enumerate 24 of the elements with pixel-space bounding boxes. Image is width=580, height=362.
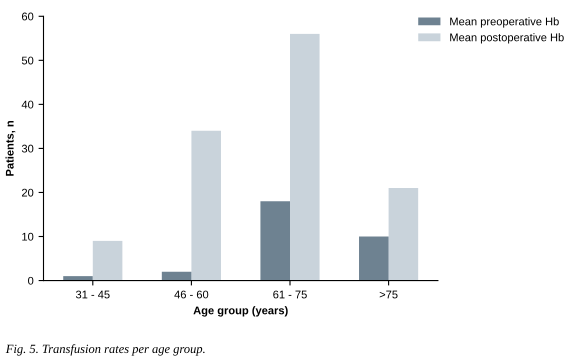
y-tick-label: 30 xyxy=(22,144,34,153)
caption: Fig. 5. Transfusion rates per age group. xyxy=(6,344,205,356)
legend-label: Mean postoperative Hb xyxy=(450,33,564,44)
bar xyxy=(359,236,389,281)
bar xyxy=(92,240,122,281)
x-tick-label: >75 xyxy=(380,290,398,298)
bar xyxy=(260,201,290,281)
x-tick-label: 31 - 45 xyxy=(76,290,110,298)
y-tick-label: 20 xyxy=(22,188,34,197)
x-tick-label: 61 - 75 xyxy=(273,290,307,298)
legend-label: Mean preoperative Hb xyxy=(450,17,559,28)
bar xyxy=(191,130,221,281)
bar xyxy=(388,188,418,281)
x-tick-label: 46 - 60 xyxy=(174,290,208,298)
x-axis-title: Age group (years) xyxy=(193,306,288,317)
bar xyxy=(63,276,93,281)
y-tick-label: 0 xyxy=(28,276,34,285)
bar xyxy=(290,34,320,281)
y-tick-label: 40 xyxy=(22,100,34,109)
y-tick-label: 60 xyxy=(22,12,34,20)
y-tick-label: 50 xyxy=(22,56,34,64)
y-axis-title: Patients, n xyxy=(6,121,16,176)
y-tick-label: 10 xyxy=(22,232,34,241)
bar xyxy=(162,272,192,281)
